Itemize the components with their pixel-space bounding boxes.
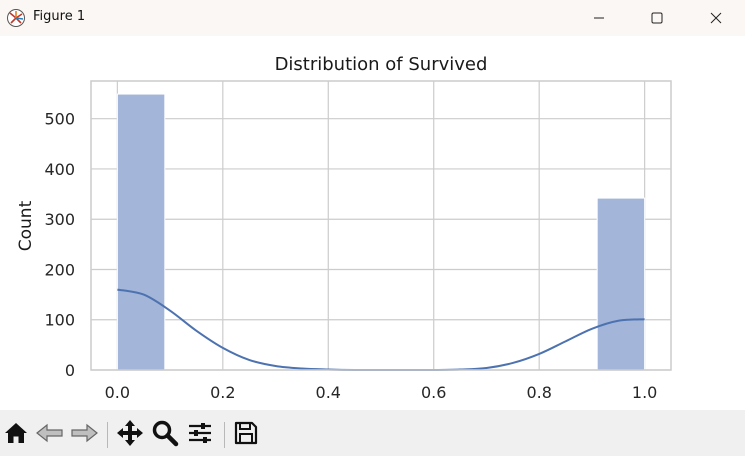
y-tick-label: 200 bbox=[44, 260, 75, 279]
window-titlebar: Figure 1 bbox=[0, 0, 745, 36]
toolbar-separator bbox=[224, 422, 225, 448]
minimize-button[interactable] bbox=[570, 0, 628, 36]
axes-frame bbox=[90, 80, 672, 371]
x-tick-label: 0.0 bbox=[105, 383, 130, 402]
y-tick-label: 0 bbox=[65, 361, 75, 380]
back-arrow-icon bbox=[35, 420, 65, 450]
magnifier-icon bbox=[151, 419, 179, 451]
y-axis-label: Count bbox=[16, 200, 36, 251]
x-tick-label: 0.6 bbox=[421, 383, 446, 402]
maximize-button[interactable] bbox=[628, 0, 686, 36]
maximize-icon bbox=[651, 9, 663, 28]
minimize-icon bbox=[593, 9, 605, 28]
histogram-bar bbox=[116, 93, 166, 371]
move-arrows-icon bbox=[116, 419, 144, 451]
save-button[interactable] bbox=[231, 420, 261, 450]
figure-canvas[interactable]: Distribution of Survived Count 0.0 0.2 0.4… bbox=[0, 36, 745, 410]
sliders-icon bbox=[186, 419, 214, 451]
histogram-chart: Distribution of Survived Count 0.0 0.2 0.4… bbox=[16, 54, 672, 402]
axes-background bbox=[91, 81, 671, 370]
x-tick-label: 0.4 bbox=[316, 383, 341, 402]
x-tick-label: 0.2 bbox=[210, 383, 235, 402]
histogram-bar bbox=[596, 197, 646, 371]
matplotlib-figure-icon bbox=[6, 8, 26, 28]
home-button[interactable] bbox=[1, 420, 31, 450]
window-title: Figure 1 bbox=[33, 9, 86, 24]
toolbar-separator bbox=[107, 422, 108, 448]
y-tick-label: 400 bbox=[44, 160, 75, 179]
y-tick-label: 300 bbox=[44, 210, 75, 229]
forward-arrow-icon bbox=[69, 420, 99, 450]
pan-button[interactable] bbox=[115, 420, 145, 450]
close-button[interactable] bbox=[687, 0, 745, 36]
floppy-disk-icon bbox=[233, 420, 259, 450]
navigation-toolbar bbox=[0, 410, 745, 456]
zoom-button[interactable] bbox=[150, 420, 180, 450]
y-tick-label: 500 bbox=[44, 110, 75, 129]
home-icon bbox=[3, 420, 29, 450]
y-tick-label: 100 bbox=[44, 311, 75, 330]
x-tick-label: 0.8 bbox=[526, 383, 551, 402]
x-tick-label: 1.0 bbox=[632, 383, 657, 402]
configure-subplots-button[interactable] bbox=[185, 420, 215, 450]
back-button[interactable] bbox=[35, 420, 65, 450]
forward-button[interactable] bbox=[69, 420, 99, 450]
close-icon bbox=[710, 9, 722, 28]
chart-title: Distribution of Survived bbox=[275, 54, 488, 75]
